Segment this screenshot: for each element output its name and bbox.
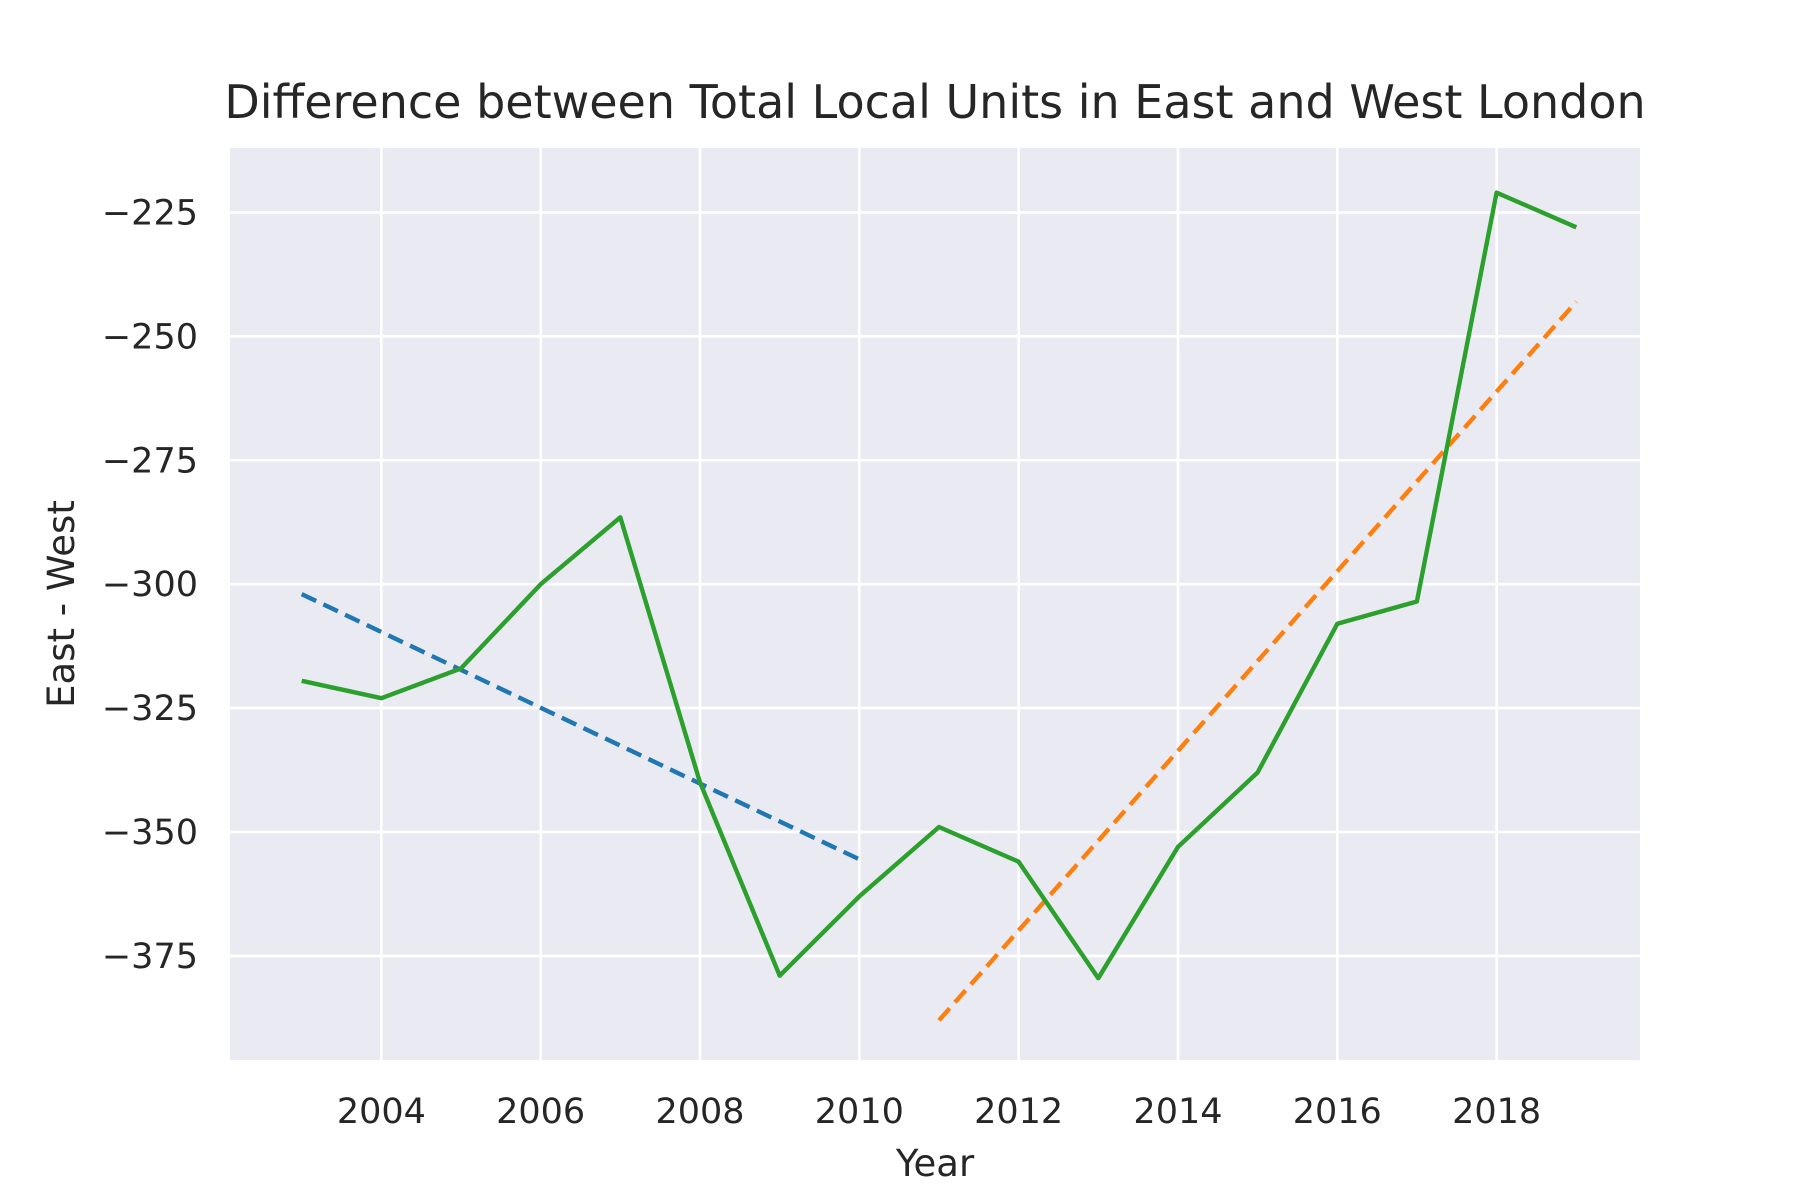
x-tick-label: 2016 — [1293, 1092, 1382, 1132]
chart-title: Difference between Total Local Units in … — [224, 75, 1645, 129]
x-tick-label: 2006 — [496, 1092, 585, 1132]
x-tick-label: 2014 — [1133, 1092, 1222, 1132]
x-tick-label: 2008 — [655, 1092, 744, 1132]
x-tick-label: 2012 — [974, 1092, 1063, 1132]
tick-labels: 2004 2006 2008 2010 2012 2014 2016 2018 −225 −250… — [102, 193, 1541, 1132]
y-tick-label: −250 — [102, 317, 198, 357]
series-layer — [300, 190, 1578, 1022]
x-tick-label: 2018 — [1452, 1092, 1541, 1132]
trend-line-2 — [937, 300, 1578, 1022]
plot-area — [230, 148, 1640, 1060]
x-tick-label: 2004 — [337, 1092, 426, 1132]
x-tick-label: 2010 — [815, 1092, 904, 1132]
y-tick-label: −375 — [102, 937, 198, 977]
y-tick-label: −275 — [102, 441, 198, 481]
x-axis-title: Year — [895, 1142, 975, 1185]
y-tick-label: −300 — [102, 565, 198, 605]
y-tick-label: −325 — [102, 689, 198, 729]
y-tick-label: −225 — [102, 193, 198, 233]
y-tick-label: −350 — [102, 813, 198, 853]
y-axis-title: East - West — [40, 500, 83, 708]
trend-line-1 — [300, 592, 861, 862]
difference-series-line — [301, 190, 1578, 981]
